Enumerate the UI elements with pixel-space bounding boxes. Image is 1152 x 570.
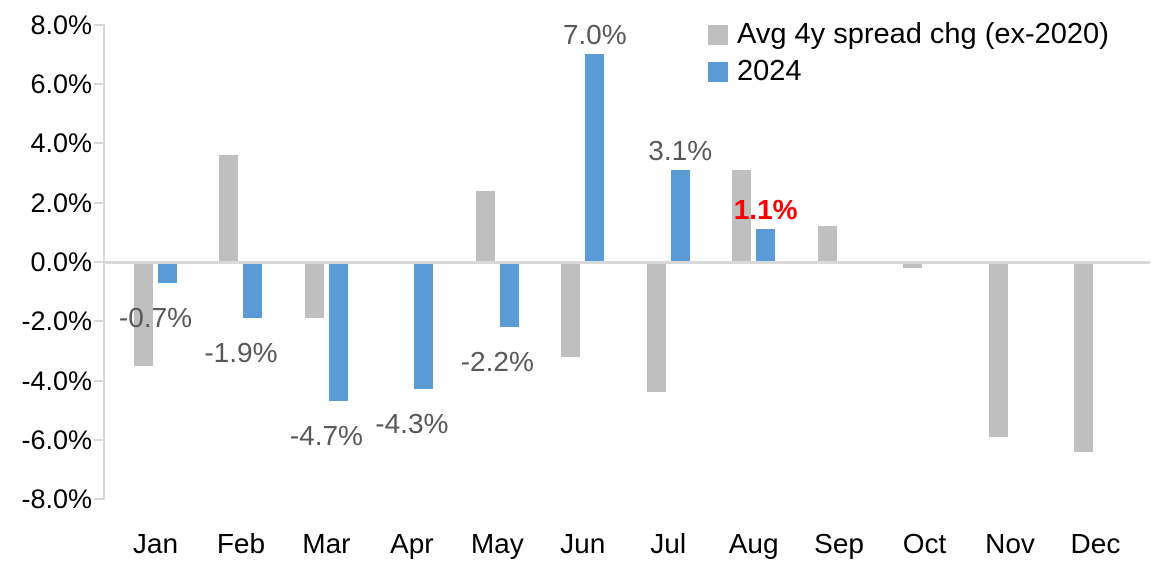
zero-gridline	[105, 260, 1150, 264]
data-label-jan: -0.7%	[118, 301, 193, 333]
bar-2024-feb	[243, 262, 263, 319]
data-label-may: -2.2%	[460, 346, 534, 378]
x-category-label-mar: Mar	[302, 528, 351, 559]
bar-avg-mar	[304, 262, 324, 319]
bar-2024-mar	[328, 262, 348, 402]
x-category-label-apr: Apr	[390, 528, 434, 559]
data-label-feb: -1.9%	[204, 337, 278, 369]
y-tick-label: -6.0%	[21, 424, 92, 455]
bar-avg-jun	[561, 262, 581, 357]
bar-avg-sep	[817, 226, 837, 262]
legend-entry-avg: Avg 4y spread chg (ex-2020)	[708, 16, 1109, 53]
y-tick-mark	[94, 201, 103, 204]
bar-2024-apr	[414, 262, 434, 390]
data-label-jun: 7.0%	[562, 19, 627, 51]
y-tick-label: -4.0%	[21, 365, 92, 396]
y-tick-mark	[94, 320, 103, 323]
y-tick-mark	[94, 142, 103, 145]
x-category-label-may: May	[470, 528, 524, 559]
bar-avg-jul	[646, 262, 666, 393]
bar-avg-nov	[988, 262, 1008, 437]
bar-avg-dec	[1073, 262, 1093, 452]
legend-swatch-blue	[708, 61, 728, 82]
y-tick-label: 8.0%	[30, 9, 92, 40]
bar-2024-aug	[756, 229, 776, 262]
x-category-label-jun: Jun	[560, 528, 606, 559]
data-label-aug: 1.1%	[733, 194, 798, 226]
y-tick-mark	[94, 379, 103, 382]
y-tick-mark	[94, 438, 103, 441]
y-tick-label: 0.0%	[30, 247, 92, 277]
legend-label-2024: 2024	[737, 55, 802, 87]
bar-2024-jan	[158, 262, 177, 283]
y-tick-mark	[94, 261, 103, 263]
bar-avg-oct	[903, 262, 923, 268]
legend-entry-2024: 2024	[708, 53, 1109, 90]
bar-avg-aug	[732, 170, 752, 262]
data-label-jul: 3.1%	[648, 135, 713, 167]
bar-avg-may	[475, 190, 495, 262]
bar-2024-jun	[585, 54, 605, 262]
y-axis-line	[103, 24, 105, 500]
data-label-mar: -4.7%	[289, 420, 363, 452]
x-category-label-jan: Jan	[132, 528, 179, 559]
y-tick-mark	[94, 498, 103, 501]
chart-legend: Avg 4y spread chg (ex-2020) 2024	[708, 16, 1109, 90]
bar-2024-may	[499, 262, 519, 328]
y-tick-label: 4.0%	[30, 128, 92, 159]
bar-avg-feb	[219, 155, 239, 262]
x-category-label-aug: Aug	[728, 528, 779, 559]
y-tick-label: -2.0%	[21, 306, 92, 337]
x-category-label-dec: Dec	[1070, 528, 1121, 559]
x-category-label-sep: Sep	[814, 528, 864, 559]
y-tick-mark	[94, 83, 103, 86]
y-tick-label: 2.0%	[30, 187, 92, 218]
legend-swatch-gray	[708, 24, 728, 45]
bar-avg-jan	[134, 262, 153, 366]
bar-2024-jul	[670, 170, 690, 262]
y-tick-label: -8.0%	[21, 484, 92, 515]
x-category-label-feb: Feb	[216, 528, 266, 559]
data-label-apr: -4.3%	[375, 408, 449, 440]
y-tick-label: 6.0%	[30, 69, 92, 100]
x-category-label-oct: Oct	[902, 528, 947, 559]
y-tick-mark	[94, 23, 103, 26]
x-category-label-jul: Jul	[650, 528, 687, 559]
legend-label-avg: Avg 4y spread chg (ex-2020)	[737, 18, 1109, 50]
x-category-label-nov: Nov	[985, 528, 1035, 559]
